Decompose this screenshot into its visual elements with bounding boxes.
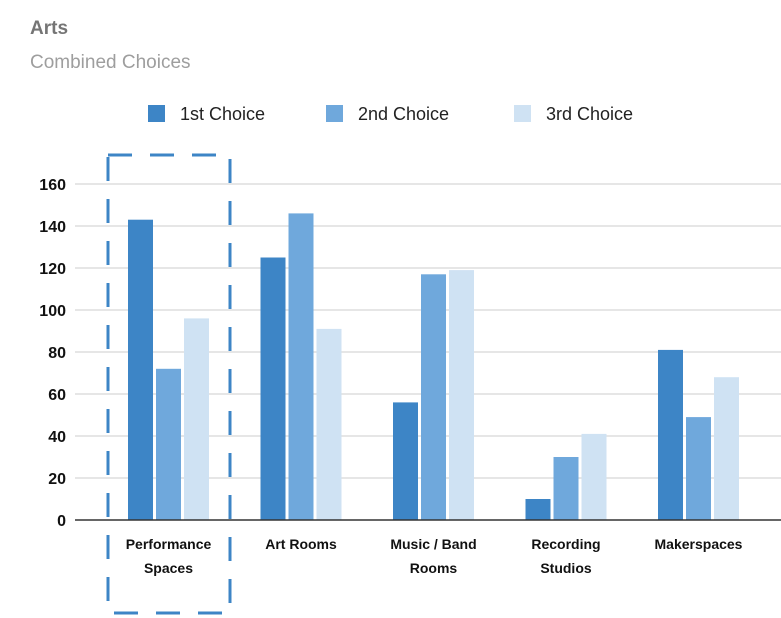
bar-2-cat-5: [686, 417, 711, 520]
legend-item: 3rd Choice: [514, 104, 633, 124]
bars: [128, 213, 739, 520]
bar-1-cat-1: [128, 219, 153, 520]
category-label-line: Makerspaces: [655, 536, 743, 552]
category-label-line: Music / Band: [390, 536, 476, 552]
bar-2-cat-3: [421, 274, 446, 520]
category-label-line: Studios: [540, 560, 592, 576]
y-tick-label: 140: [39, 219, 66, 236]
legend-label: 3rd Choice: [546, 104, 633, 124]
bar-1-cat-5: [658, 349, 683, 520]
legend-label: 2nd Choice: [358, 104, 449, 124]
legend-swatch: [514, 105, 531, 122]
legend-item: 2nd Choice: [326, 104, 449, 124]
y-tick-label: 40: [48, 429, 66, 446]
legend-swatch: [326, 105, 343, 122]
category-label: Recording Studios: [531, 536, 600, 576]
bar-3-cat-4: [581, 433, 607, 520]
legend-item: 1st Choice: [148, 104, 265, 124]
category-label: Music / Band Rooms: [390, 536, 476, 576]
bar-2-cat-1: [156, 368, 181, 520]
y-tick-label: 80: [48, 345, 66, 362]
bar-1-cat-4: [525, 499, 551, 520]
chart-subtitle: Combined Choices: [30, 52, 191, 73]
bar-3-cat-1: [184, 318, 209, 520]
category-label-line: Spaces: [144, 560, 193, 576]
y-tick-label: 100: [39, 303, 66, 320]
highlight-layer: [106, 153, 232, 615]
bar-2-cat-4: [553, 457, 579, 520]
category-label: Art Rooms: [265, 536, 337, 552]
bar-3-cat-3: [449, 270, 474, 520]
bar-1-cat-3: [393, 402, 418, 520]
category-label-line: Art Rooms: [265, 536, 337, 552]
x-axis: Performance Spaces Art Rooms Music / Band Ro…: [75, 519, 781, 576]
bar-3-cat-2: [316, 328, 342, 520]
category-label-line: Rooms: [410, 560, 458, 576]
y-tick-label: 0: [57, 513, 66, 530]
category-label-line: Recording: [531, 536, 600, 552]
category-label: Performance Spaces: [126, 536, 212, 576]
category-label: Makerspaces: [655, 536, 743, 552]
legend: 1st Choice 2nd Choice 3rd Choice: [148, 104, 633, 124]
y-tick-label: 60: [48, 387, 66, 404]
category-label-line: Performance: [126, 536, 212, 552]
highlight-dashed-box: [106, 153, 232, 615]
legend-swatch: [148, 105, 165, 122]
legend-label: 1st Choice: [180, 104, 265, 124]
y-tick-label: 20: [48, 471, 66, 488]
y-axis: 0 20 40 60 80 100 120 140 160: [39, 177, 66, 530]
y-tick-label: 160: [39, 177, 66, 194]
bar-2-cat-2: [288, 213, 314, 520]
bar-3-cat-5: [714, 377, 739, 520]
bar-1-cat-2: [260, 257, 286, 520]
chart-title: Arts: [30, 18, 69, 39]
y-tick-label: 120: [39, 261, 66, 278]
